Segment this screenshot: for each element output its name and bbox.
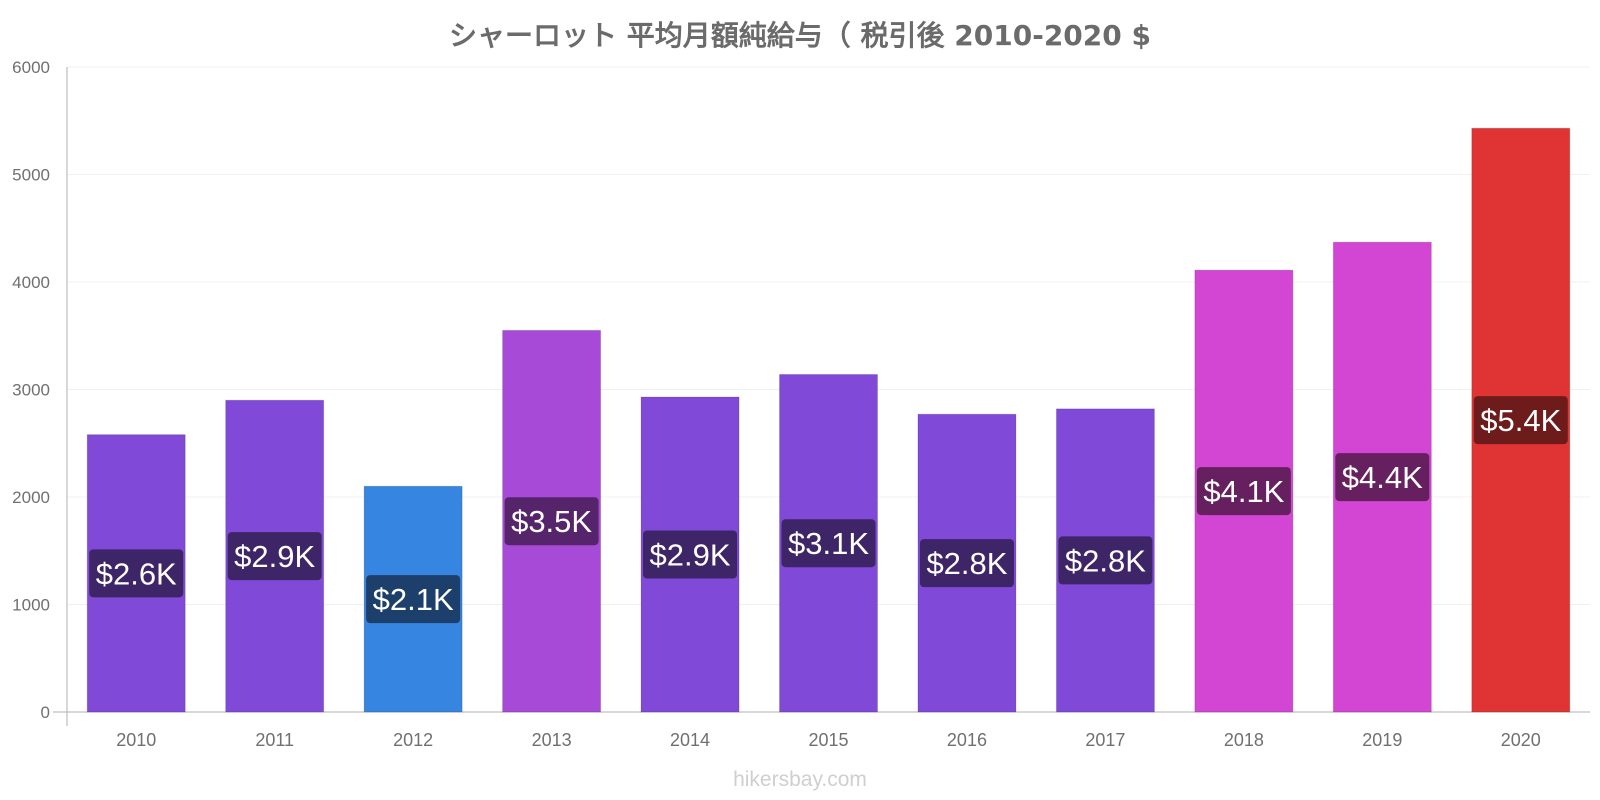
y-tick-label: 0 [41, 703, 50, 722]
x-tick-label: 2016 [947, 730, 987, 750]
data-label-background [1196, 467, 1291, 516]
data-label-background [366, 575, 461, 624]
data-label-background [1335, 453, 1430, 502]
data-label-background [89, 549, 184, 598]
data-label: $3.1K [788, 526, 869, 561]
data-label-background [1058, 536, 1153, 585]
data-label: $2.8K [1065, 543, 1146, 578]
x-tick-label: 2019 [1362, 730, 1402, 750]
data-label: $2.9K [234, 539, 315, 574]
x-tick-label: 2011 [255, 730, 294, 750]
y-tick-label: 3000 [12, 381, 50, 400]
data-label-background [227, 532, 322, 581]
y-tick-label: 1000 [12, 596, 50, 615]
x-tick-label: 2020 [1501, 730, 1541, 750]
chart-title: シャーロット 平均月額純給与（ 税引後 2010-2020 $ [449, 19, 1151, 52]
x-tick-label: 2012 [393, 730, 433, 750]
data-label: $2.1K [373, 582, 454, 617]
data-label: $3.5K [511, 504, 592, 539]
y-tick-label: 4000 [12, 273, 50, 292]
y-tick-label: 2000 [12, 488, 50, 507]
x-tick-label: 2010 [116, 730, 156, 750]
data-label: $2.9K [650, 538, 731, 573]
x-tick-label: 2018 [1224, 730, 1264, 750]
x-tick-label: 2014 [670, 730, 710, 750]
data-label: $5.4K [1480, 403, 1561, 438]
data-label: $2.6K [96, 556, 177, 591]
x-tick-label: 2015 [808, 730, 848, 750]
data-label: $2.8K [926, 546, 1007, 581]
data-label-background [781, 519, 876, 568]
data-label: $4.1K [1203, 474, 1284, 509]
data-label: $4.4K [1342, 460, 1423, 495]
data-label-background [643, 530, 738, 579]
x-tick-label: 2013 [532, 730, 572, 750]
data-label-background [919, 539, 1014, 588]
y-tick-label: 6000 [12, 58, 50, 77]
watermark: hikersbay.com [733, 768, 867, 791]
x-tick-label: 2017 [1085, 730, 1125, 750]
data-label-background [1473, 396, 1568, 445]
data-label-background [504, 497, 599, 546]
y-tick-label: 5000 [12, 166, 50, 185]
